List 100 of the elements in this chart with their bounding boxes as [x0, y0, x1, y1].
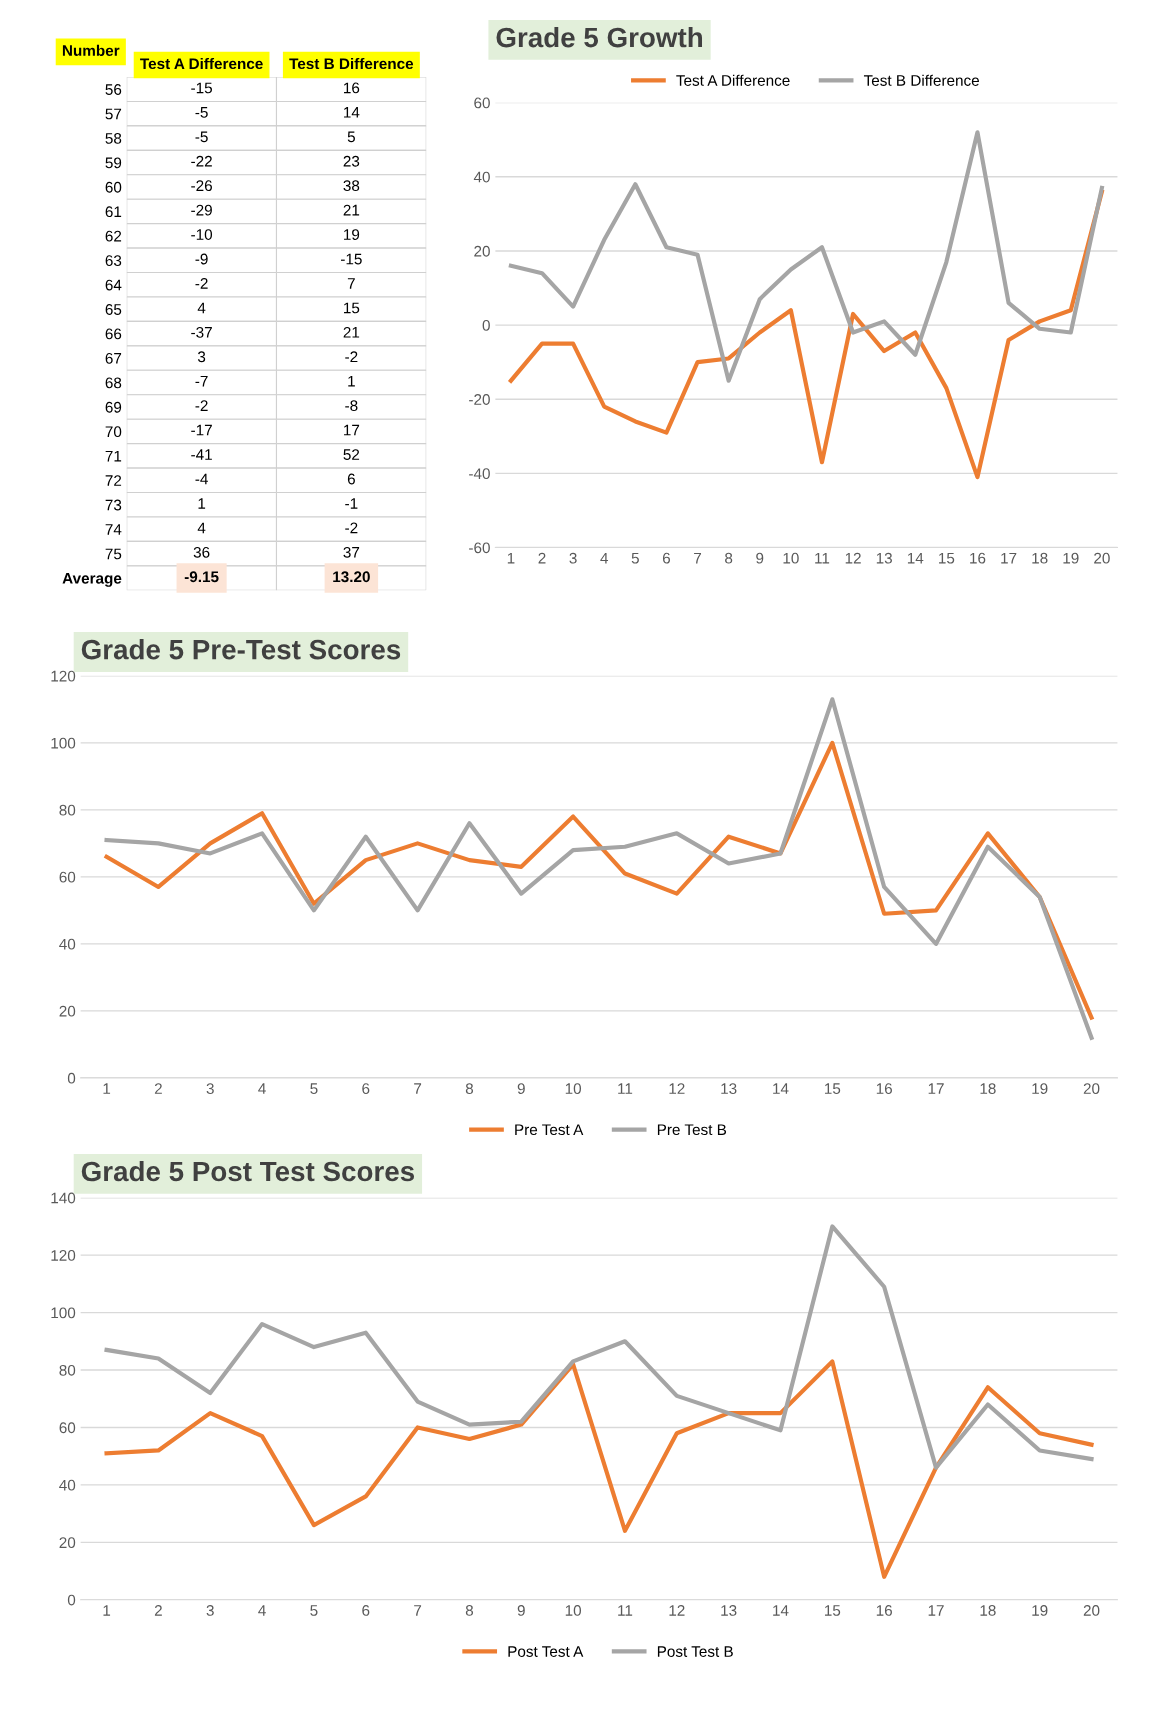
y-tick-label: 66: [105, 328, 122, 340]
legend-label: Post Test B: [657, 1646, 733, 1657]
data-label: 13.20: [333, 571, 370, 583]
x-tick-label: 6: [662, 552, 671, 564]
y-tick-label: 80: [59, 804, 76, 816]
data-label: 17: [344, 424, 360, 436]
y-tick-label: 0: [67, 1072, 76, 1084]
x-tick-label: 7: [694, 552, 702, 564]
x-tick-label: 10: [565, 1083, 582, 1095]
data-label: -15: [341, 253, 362, 265]
x-tick-label: 1: [103, 1605, 111, 1616]
x-tick-label: 4: [258, 1083, 266, 1094]
x-tick-label: 8: [465, 1605, 474, 1616]
legend-label: Test B Difference: [863, 74, 979, 86]
y-tick-label: 75: [105, 548, 122, 560]
y-tick-label: 20: [59, 1537, 76, 1549]
y-tick-label: 60: [59, 871, 76, 883]
y-tick-label: 58: [105, 132, 122, 144]
x-tick-label: 15: [824, 1605, 841, 1616]
y-tick-label: 59: [105, 157, 122, 169]
x-tick-label: 19: [1032, 1083, 1048, 1095]
line-series: [104, 740, 1094, 1020]
x-tick-label: 5: [631, 552, 639, 564]
y-tick-label: 70: [105, 426, 122, 438]
data-label: -26: [191, 180, 212, 192]
data-label: 14: [344, 107, 360, 118]
x-tick-label: 9: [517, 1083, 525, 1095]
data-label: 38: [343, 180, 360, 192]
x-tick-label: 18: [980, 1605, 996, 1616]
x-tick-label: 11: [815, 552, 830, 564]
data-label: -37: [191, 326, 212, 338]
x-tick-label: 12: [669, 1083, 685, 1094]
x-tick-label: 8: [465, 1083, 474, 1095]
data-label: -15: [191, 82, 212, 94]
data-label: 52: [343, 449, 360, 460]
data-label: -5: [195, 131, 208, 143]
data-label: -9: [195, 253, 208, 265]
data-label: -41: [191, 449, 212, 460]
x-tick-label: 13: [721, 1605, 737, 1616]
data-label: -9.15: [184, 571, 219, 583]
data-label: -29: [191, 204, 212, 216]
y-tick-label: 67: [105, 352, 122, 364]
y-tick-label: 20: [59, 1005, 76, 1017]
data-label: -2: [195, 278, 208, 289]
x-tick-label: 4: [600, 552, 609, 564]
y-tick-label: 60: [474, 97, 490, 109]
y-axis-title: Number: [62, 44, 120, 57]
y-tick-label: 100: [51, 1307, 76, 1319]
line-series: [104, 1224, 1094, 1470]
x-tick-label: 2: [538, 552, 546, 564]
legend-label: Test A Difference: [676, 74, 790, 86]
x-tick-label: 13: [876, 552, 892, 564]
y-tick-label: 63: [105, 255, 122, 266]
x-tick-label: 4: [258, 1605, 266, 1616]
data-label: -4: [195, 473, 208, 485]
x-tick-label: 13: [721, 1083, 737, 1095]
x-tick-label: 20: [1083, 1083, 1100, 1095]
y-tick-label: 60: [105, 181, 122, 193]
data-label: 15: [344, 302, 360, 314]
line-series: [508, 130, 1104, 383]
x-tick-label: 7: [414, 1083, 422, 1094]
legend-label: Post Test A: [508, 1646, 584, 1657]
x-tick-label: 10: [783, 552, 799, 564]
x-tick-label: 17: [928, 1083, 944, 1094]
y-tick-label: 60: [59, 1422, 76, 1434]
line-series: [104, 1359, 1094, 1579]
x-tick-label: 11: [618, 1605, 633, 1616]
line-series: [508, 189, 1104, 480]
y-tick-label: -40: [469, 468, 490, 480]
y-tick-label: 57: [105, 108, 122, 120]
x-tick-label: 15: [939, 552, 955, 564]
data-label: -7: [195, 375, 208, 387]
y-tick-label: 40: [59, 1479, 76, 1491]
y-tick-label: -20: [469, 394, 490, 405]
x-tick-label: 16: [876, 1083, 892, 1095]
y-tick-label: 120: [51, 670, 76, 682]
x-tick-label: 14: [773, 1605, 789, 1616]
x-tick-label: 19: [1032, 1605, 1048, 1616]
y-tick-label: 140: [51, 1192, 76, 1204]
x-tick-label: 6: [362, 1083, 370, 1095]
data-label: 19: [344, 229, 360, 240]
data-label: 5: [347, 131, 355, 143]
data-label: 21: [343, 204, 360, 216]
data-label: 7: [347, 278, 355, 289]
data-label: 1: [198, 498, 206, 509]
y-tick-label: 0: [67, 1594, 76, 1606]
data-label: -8: [345, 400, 358, 412]
x-tick-label: 16: [970, 552, 986, 564]
line-series: [104, 697, 1094, 1040]
y-tick-label: 71: [105, 450, 122, 462]
x-tick-label: 20: [1094, 552, 1110, 564]
y-tick-label: -60: [469, 542, 490, 554]
data-label: -2: [345, 522, 358, 534]
y-tick-label: 56: [105, 84, 122, 95]
x-tick-label: 18: [980, 1083, 996, 1095]
x-tick-label: 17: [928, 1605, 944, 1616]
x-tick-label: 9: [756, 552, 764, 564]
y-tick-label: 72: [105, 475, 122, 486]
data-label: 37: [343, 546, 360, 558]
y-tick-label: 40: [473, 171, 490, 183]
